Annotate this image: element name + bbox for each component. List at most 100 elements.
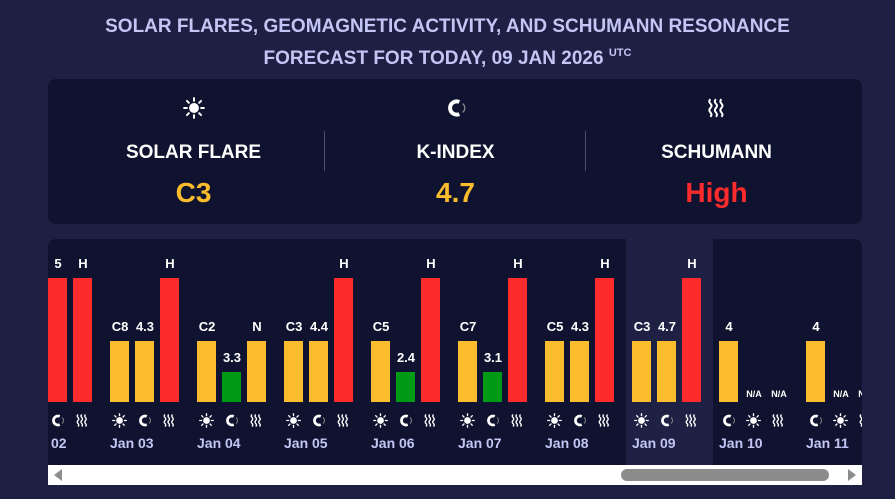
schumann-bar[interactable] [508, 278, 527, 402]
sun-icon [458, 412, 477, 428]
kp-value-label: 4.3 [135, 319, 155, 334]
schumann-value-label: H [513, 256, 523, 271]
sun-icon [110, 412, 129, 428]
schumann-value-label: H [600, 256, 610, 271]
magnet-icon [657, 412, 676, 428]
day-date-label: Jan 03 [110, 435, 154, 451]
flare-bar[interactable] [284, 341, 303, 402]
kp-value-label: 3.3 [222, 350, 242, 365]
waves-icon [421, 412, 440, 428]
flare-value-label: C3 [633, 319, 651, 334]
day-group: C2 3.3 N Jan 04 [191, 239, 278, 465]
forecast-chart: 5 H Jan 02 C8 4.3 H Jan 03 C2 3.3 N Jan 04 C3 4.4 H Ja… [48, 239, 862, 485]
flare-bar[interactable] [632, 341, 651, 402]
sun-icon [197, 412, 216, 428]
schumann-bar[interactable] [595, 278, 614, 402]
schumann-bar[interactable] [160, 278, 179, 402]
schumann-value-label: N/A [771, 389, 787, 399]
flare-bar[interactable] [458, 341, 477, 402]
magnet-icon [320, 97, 591, 119]
sun-icon [284, 412, 303, 428]
day-group: C5 4.3 H Jan 08 [539, 239, 626, 465]
sun-icon [744, 412, 763, 428]
summary-schumann: SCHUMANN High [581, 79, 852, 224]
flare-bar[interactable] [197, 341, 216, 402]
schumann-value-label: H [78, 256, 88, 271]
schumann-value-label: H [687, 256, 697, 271]
day-date-label: Jan 07 [458, 435, 502, 451]
day-group: C3 4.7 H Jan 09 [626, 239, 713, 465]
schumann-value-label: H [426, 256, 436, 271]
day-group: C7 3.1 H Jan 07 [452, 239, 539, 465]
kp-value-label: 4 [725, 319, 733, 334]
kp-bar[interactable] [719, 341, 738, 402]
magnet-icon [222, 412, 241, 428]
schumann-bar[interactable] [682, 278, 701, 402]
kp-bar[interactable] [657, 341, 676, 402]
magnet-icon [135, 412, 154, 428]
sun-icon [545, 412, 564, 428]
schumann-bar[interactable] [247, 341, 266, 402]
day-date-label: Jan 05 [284, 435, 328, 451]
waves-icon [508, 412, 527, 428]
waves-icon [682, 412, 701, 428]
waves-icon [73, 412, 92, 428]
sun-icon [58, 97, 329, 119]
kp-bar[interactable] [570, 341, 589, 402]
waves-icon [856, 412, 862, 428]
kp-bar[interactable] [222, 372, 241, 402]
scroll-left-arrow-icon[interactable] [54, 469, 62, 481]
magnet-icon [806, 412, 825, 428]
flare-value-label: C3 [285, 319, 303, 334]
day-date-label: Jan 02 [48, 435, 67, 451]
waves-icon [247, 412, 266, 428]
flare-bar[interactable] [371, 341, 390, 402]
day-group: C8 4.3 H Jan 03 [104, 239, 191, 465]
flare-bar[interactable] [545, 341, 564, 402]
day-group: C3 4.4 H Jan 05 [278, 239, 365, 465]
kp-bar[interactable] [135, 341, 154, 402]
schumann-value-label: N [252, 319, 262, 334]
flare-value-label: C7 [459, 319, 477, 334]
divider [585, 131, 586, 171]
kp-value-label: 4.4 [309, 319, 329, 334]
summary-card: SOLAR FLARE C3 K-INDEX 4.7 SCHUMANN High [48, 79, 862, 224]
page-title: SOLAR FLARES, GEOMAGNETIC ACTIVITY, AND … [105, 16, 790, 69]
sun-icon [632, 412, 651, 428]
waves-icon [769, 412, 788, 428]
waves-icon [160, 412, 179, 428]
kp-bar[interactable] [48, 278, 67, 402]
kp-value-label: 4 [812, 319, 820, 334]
flare-value-label: C5 [372, 319, 390, 334]
scrollbar-thumb[interactable] [621, 469, 829, 481]
schumann-bar[interactable] [334, 278, 353, 402]
magnet-icon [309, 412, 328, 428]
day-group: 4 N/A N/A Jan 11 [800, 239, 862, 465]
flare-value-label: N/A [833, 389, 849, 399]
scroll-right-arrow-icon[interactable] [848, 469, 856, 481]
sun-icon [371, 412, 390, 428]
magnet-icon [48, 412, 67, 428]
magnet-icon [719, 412, 738, 428]
waves-icon [334, 412, 353, 428]
schumann-value-label: N/A [858, 389, 862, 399]
kp-bar[interactable] [309, 341, 328, 402]
kp-bar[interactable] [483, 372, 502, 402]
day-date-label: Jan 09 [632, 435, 676, 451]
day-date-label: Jan 06 [371, 435, 415, 451]
schumann-value-label: H [339, 256, 349, 271]
flare-value-label: C5 [546, 319, 564, 334]
day-group: 4 N/A N/A Jan 10 [713, 239, 800, 465]
waves-icon [595, 412, 614, 428]
schumann-bar[interactable] [73, 278, 92, 402]
flare-bar[interactable] [110, 341, 129, 402]
magnet-icon [483, 412, 502, 428]
kp-value-label: 4.7 [657, 319, 677, 334]
kp-value-label: 2.4 [396, 350, 416, 365]
kp-bar[interactable] [806, 341, 825, 402]
flare-value-label: C8 [111, 319, 129, 334]
day-date-label: Jan 11 [806, 435, 849, 451]
kp-bar[interactable] [396, 372, 415, 402]
schumann-bar[interactable] [421, 278, 440, 402]
horizontal-scrollbar[interactable] [48, 465, 862, 485]
